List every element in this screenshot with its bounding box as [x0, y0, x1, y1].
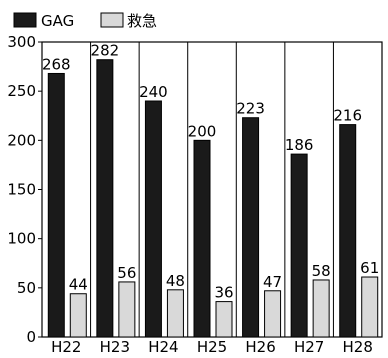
x-tick-label: H25 — [197, 338, 227, 354]
data-label-gag: 223 — [236, 100, 265, 118]
y-tick-label: 0 — [26, 328, 36, 346]
data-label-gag: 240 — [139, 83, 168, 101]
data-label-gag: 282 — [91, 42, 120, 60]
legend-swatch-kyukyu — [100, 12, 124, 28]
bar-gag — [242, 117, 260, 338]
data-label-kyukyu: 48 — [166, 272, 185, 290]
data-label-kyukyu: 61 — [360, 259, 379, 277]
x-tick-label: H22 — [51, 338, 81, 354]
x-tick-label: H23 — [100, 338, 130, 354]
x-tick-label: H28 — [343, 338, 373, 354]
bar-gag — [339, 124, 357, 338]
legend-swatch-gag — [13, 12, 37, 28]
x-tick-label: H24 — [148, 338, 178, 354]
bar-gag — [290, 153, 308, 338]
data-label-kyukyu: 44 — [69, 276, 88, 294]
bar-gag — [96, 59, 114, 338]
bar-kyukyu — [215, 301, 233, 338]
plot-frame — [41, 41, 383, 338]
data-label-gag: 216 — [333, 107, 362, 125]
bar-kyukyu — [361, 276, 379, 338]
y-tick-label: 150 — [7, 181, 36, 199]
data-label-kyukyu: 47 — [263, 273, 282, 291]
data-label-kyukyu: 36 — [214, 284, 233, 302]
data-label-gag: 186 — [285, 136, 314, 154]
bar-gag — [193, 139, 211, 338]
y-tick-label: 300 — [7, 33, 36, 51]
y-tick-label: 50 — [17, 279, 36, 297]
bar-kyukyu — [166, 289, 184, 338]
bar-kyukyu — [69, 293, 87, 338]
data-label-gag: 200 — [188, 122, 217, 140]
y-tick-label: 100 — [7, 230, 36, 248]
bar-kyukyu — [264, 290, 282, 338]
bar-gag — [144, 100, 162, 338]
y-tick-label: 250 — [7, 82, 36, 100]
x-tick-label: H27 — [294, 338, 324, 354]
legend-label-gag: GAG — [41, 12, 74, 30]
data-label-gag: 268 — [42, 55, 71, 73]
bar-kyukyu — [118, 281, 136, 338]
bar-kyukyu — [312, 279, 330, 338]
data-label-kyukyu: 56 — [117, 264, 136, 282]
legend-label-kyukyu: 救急 — [127, 12, 157, 30]
y-tick-label: 200 — [7, 131, 36, 149]
data-label-kyukyu: 58 — [312, 262, 331, 280]
bar-gag — [47, 72, 65, 338]
x-tick-label: H26 — [245, 338, 275, 354]
